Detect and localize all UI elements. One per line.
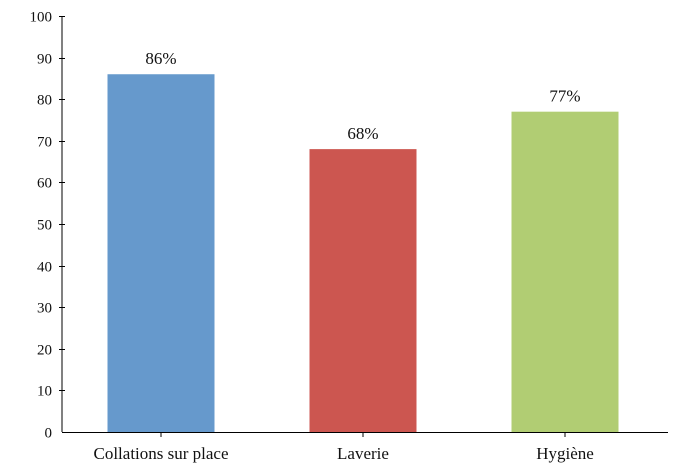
x-tick-label: Laverie (337, 444, 389, 463)
bar-value-label: 68% (347, 124, 378, 143)
bar-hygi-ne (511, 111, 619, 433)
bar-value-label: 77% (549, 87, 580, 106)
bar-collations-sur-place (107, 74, 215, 433)
data-labels: 86% 68% 77% (145, 49, 580, 143)
y-axis: 0 10 20 30 40 50 60 70 80 90 100 (30, 10, 65, 442)
bar-value-label: 86% (145, 49, 176, 68)
bar-laverie (309, 149, 417, 432)
y-tick-label: 50 (37, 218, 52, 234)
x-tick-label: Hygiène (536, 444, 594, 463)
x-axis: Collations sur place Laverie Hygiène (62, 432, 668, 463)
x-tick-label: Collations sur place (93, 444, 228, 463)
y-tick-label: 40 (37, 260, 52, 276)
bars (107, 74, 619, 433)
y-tick-label: 90 (37, 52, 52, 68)
y-tick-label: 80 (37, 93, 52, 109)
y-tick-label: 60 (37, 176, 52, 192)
y-tick-label: 0 (45, 426, 53, 442)
y-tick-label: 70 (37, 135, 52, 151)
y-tick-label: 10 (37, 384, 52, 400)
y-tick-label: 30 (37, 301, 52, 317)
y-tick-label: 100 (30, 10, 53, 26)
y-tick-label: 20 (37, 343, 52, 359)
